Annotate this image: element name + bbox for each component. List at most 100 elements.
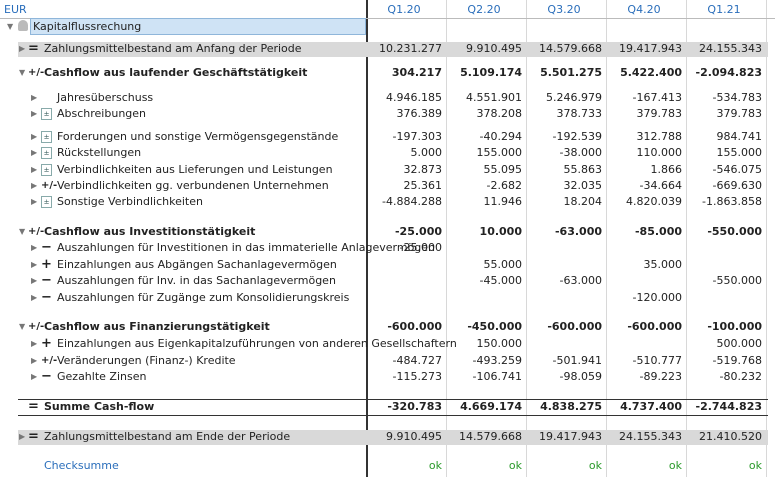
cell-value: -25.000 xyxy=(399,241,442,254)
row-label[interactable]: Summe Cash-flow xyxy=(44,400,155,413)
row-label[interactable]: Zahlungsmittelbestand am Anfang der Peri… xyxy=(44,42,302,55)
expand-arrow[interactable]: ▶ xyxy=(31,181,38,190)
expand-arrow[interactable]: ▶ xyxy=(31,109,38,118)
cell-value: -600.000 xyxy=(547,320,602,333)
expand-arrow[interactable]: ▶ xyxy=(31,372,38,381)
row-badge: ± xyxy=(41,108,52,120)
cell-value: -320.783 xyxy=(387,400,442,413)
expand-arrow[interactable]: ▼ xyxy=(19,68,26,77)
expand-arrow[interactable]: ▶ xyxy=(31,165,38,174)
cell-value: 4.820.039 xyxy=(626,195,682,208)
cell-value: -115.273 xyxy=(392,370,442,383)
divider xyxy=(686,0,687,477)
row-label[interactable]: Checksumme xyxy=(44,459,119,472)
expand-arrow[interactable]: ▶ xyxy=(31,197,38,206)
row-badge: ± xyxy=(41,131,52,143)
cell-value: 376.389 xyxy=(396,107,443,120)
cell-value: ok xyxy=(508,459,522,472)
cell-value: -98.059 xyxy=(559,370,602,383)
cell-value: -519.768 xyxy=(712,354,762,367)
expand-arrow[interactable]: ▼ xyxy=(19,322,26,331)
row-icon: − xyxy=(41,240,52,255)
cell-value: 378.733 xyxy=(556,107,603,120)
expand-arrow[interactable]: ▶ xyxy=(31,356,38,365)
cell-value: 500.000 xyxy=(716,337,763,350)
row-icon: +/- xyxy=(28,321,45,332)
expand-arrow[interactable]: ▶ xyxy=(31,293,38,302)
cell-value: -100.000 xyxy=(707,320,762,333)
sum-line xyxy=(18,415,768,416)
cell-value: -2.744.823 xyxy=(695,400,763,413)
cell-value: 4.737.400 xyxy=(620,400,682,413)
cell-value: 11.946 xyxy=(483,195,523,208)
cell-value: 5.246.979 xyxy=(546,91,602,104)
expand-arrow[interactable]: ▶ xyxy=(31,148,38,157)
cell-value: 4.946.185 xyxy=(386,91,442,104)
row-label[interactable]: Zahlungsmittelbestand am Ende der Period… xyxy=(44,430,291,443)
row-label[interactable]: Auszahlungen für Zugänge zum Konsolidier… xyxy=(57,291,350,304)
row-label[interactable]: Jahresüberschuss xyxy=(57,91,154,104)
cell-value: 304.217 xyxy=(391,66,442,79)
cell-value: -89.223 xyxy=(639,370,682,383)
expand-arrow[interactable]: ▶ xyxy=(19,432,26,441)
row-icon: − xyxy=(41,369,52,384)
column-header: Q3.20 xyxy=(547,3,581,16)
expand-arrow[interactable]: ▶ xyxy=(31,260,38,269)
row-label[interactable]: Cashflow aus Finanzierungstätigkeit xyxy=(44,320,270,333)
row-icon: = xyxy=(28,429,39,444)
row-label[interactable]: Auszahlungen für Investitionen in das im… xyxy=(57,241,436,254)
cell-value: 24.155.343 xyxy=(699,42,762,55)
cell-value: 9.910.495 xyxy=(386,430,442,443)
cell-value: 19.417.943 xyxy=(539,430,602,443)
row-label[interactable]: Cashflow aus laufender Geschäftstätigkei… xyxy=(44,66,308,79)
expand-arrow[interactable]: ▶ xyxy=(31,93,38,102)
expand-arrow[interactable]: ▶ xyxy=(31,243,38,252)
cell-value: -63.000 xyxy=(554,225,602,238)
row-label[interactable]: Auszahlungen für Inv. in das Sachanlagev… xyxy=(57,274,336,287)
expand-arrow[interactable]: ▶ xyxy=(19,44,26,53)
cell-value: -550.000 xyxy=(707,225,762,238)
row-label[interactable]: Einzahlungen aus Abgängen Sachanlageverm… xyxy=(57,258,337,271)
expand-arrow[interactable]: ▼ xyxy=(19,227,26,236)
row-label[interactable]: Verbindlichkeiten gg. verbundenen Untern… xyxy=(57,179,329,192)
user-icon xyxy=(18,20,28,31)
cell-value: -63.000 xyxy=(559,274,602,287)
cell-value: -34.664 xyxy=(639,179,682,192)
cell-value: ok xyxy=(428,459,442,472)
expand-arrow[interactable]: ▶ xyxy=(31,132,38,141)
row-label[interactable]: Gezahlte Zinsen xyxy=(57,370,147,383)
row-icon: − xyxy=(41,273,52,288)
row-icon: +/- xyxy=(41,355,58,366)
cell-value: -534.783 xyxy=(712,91,762,104)
row-label[interactable]: Verbindlichkeiten aus Lieferungen und Le… xyxy=(57,163,333,176)
cell-value: -484.727 xyxy=(392,354,442,367)
cell-value: 21.410.520 xyxy=(699,430,762,443)
expand-arrow[interactable]: ▼ xyxy=(7,22,14,31)
row-label[interactable]: Rückstellungen xyxy=(57,146,142,159)
expand-arrow[interactable]: ▶ xyxy=(31,339,38,348)
divider xyxy=(526,0,527,477)
cell-value: 25.361 xyxy=(403,179,443,192)
row-label[interactable]: Abschreibungen xyxy=(57,107,147,120)
row-badge: ± xyxy=(41,196,52,208)
cell-value: 10.231.277 xyxy=(379,42,442,55)
row-icon: +/- xyxy=(28,226,45,237)
cell-value: 32.873 xyxy=(403,163,443,176)
row-label[interactable]: Veränderungen (Finanz-) Kredite xyxy=(57,354,236,367)
column-header: Q1.20 xyxy=(387,3,421,16)
cell-value: 35.000 xyxy=(643,258,683,271)
row-label[interactable]: Forderungen und sonstige Vermögensgegens… xyxy=(57,130,339,143)
row-label[interactable]: Einzahlungen aus Eigenkapitalzuführungen… xyxy=(57,337,457,350)
cell-value: -167.413 xyxy=(632,91,682,104)
expand-arrow[interactable]: ▶ xyxy=(31,276,38,285)
row-label[interactable]: Cashflow aus Investitionstätigkeit xyxy=(44,225,256,238)
row-icon: +/- xyxy=(41,180,58,191)
root-node[interactable]: Kapitalflussrechung xyxy=(30,18,366,35)
row-label[interactable]: Sonstige Verbindlichkeiten xyxy=(57,195,203,208)
cell-value: 984.741 xyxy=(716,130,763,143)
cell-value: 379.783 xyxy=(716,107,763,120)
cell-value: -550.000 xyxy=(712,274,762,287)
cell-value: 5.501.275 xyxy=(540,66,602,79)
cell-value: -85.000 xyxy=(634,225,682,238)
